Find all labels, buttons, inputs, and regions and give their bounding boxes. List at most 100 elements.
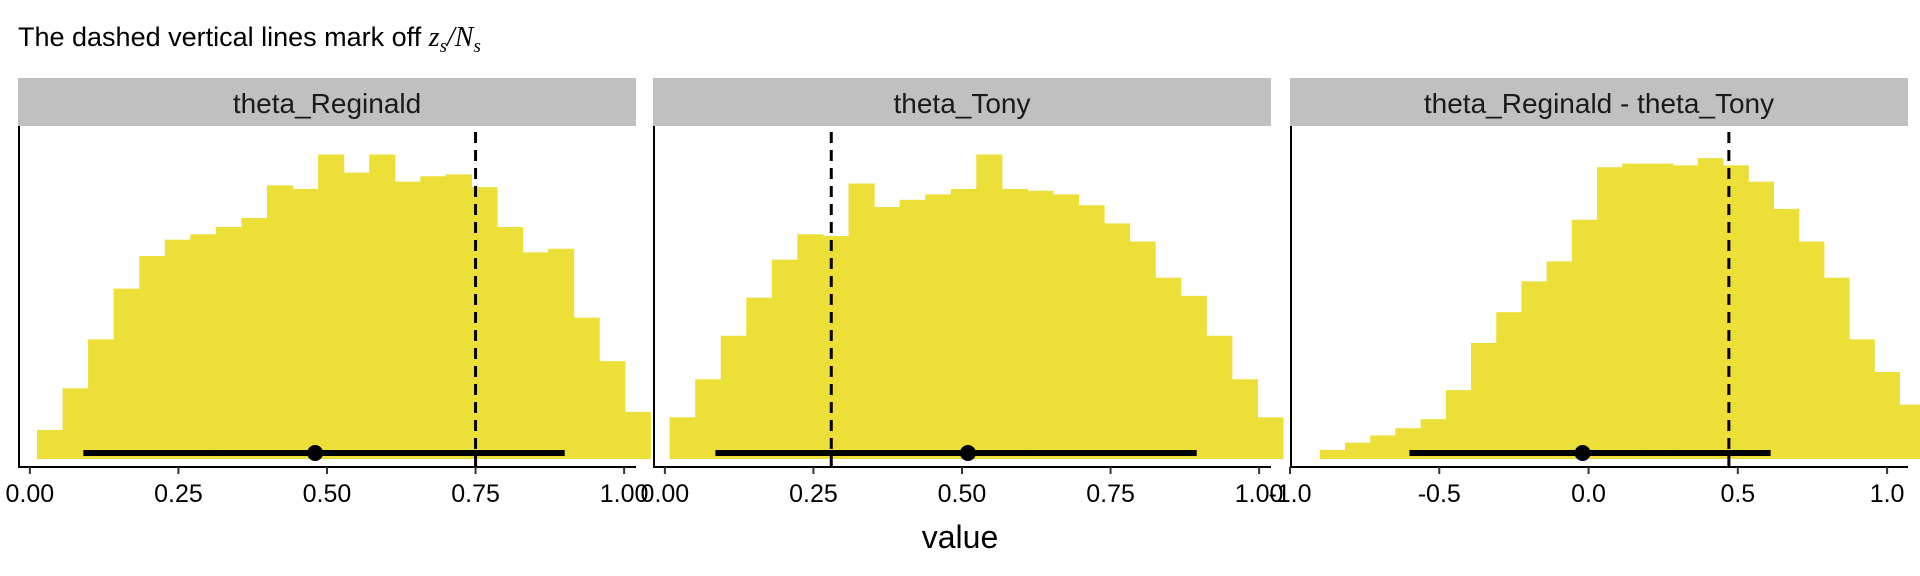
histogram-bar	[1697, 158, 1724, 459]
histogram-bar	[1571, 219, 1598, 459]
title-prefix: The dashed vertical lines mark off	[18, 22, 429, 52]
histogram-bar	[1104, 223, 1131, 459]
histogram-bar	[164, 239, 191, 459]
histogram-bar	[771, 259, 798, 459]
histogram-bar	[599, 361, 626, 459]
histogram-bar	[62, 388, 89, 459]
histogram-bar	[1078, 205, 1105, 459]
histogram-bar	[113, 288, 140, 459]
histogram-bar	[1521, 281, 1548, 459]
histogram-bar	[848, 183, 875, 459]
histogram-bar	[548, 248, 575, 459]
x-tick-label: 1.00	[600, 480, 649, 508]
x-tick-label: 0.25	[789, 480, 838, 508]
x-tick-label: -0.5	[1418, 480, 1461, 508]
title-math-s2: s	[473, 36, 480, 57]
histogram-bar	[1798, 241, 1825, 459]
histogram-bar	[720, 335, 747, 459]
point-estimate	[307, 445, 324, 461]
histogram-bar	[343, 172, 370, 459]
histogram-bar	[1672, 165, 1699, 459]
x-tick-label: 1.0	[1870, 480, 1905, 508]
strip-background	[653, 78, 1271, 126]
histogram-bar	[976, 154, 1003, 459]
x-tick-label: 0.50	[303, 480, 352, 508]
x-tick-label: -1.0	[1268, 480, 1311, 508]
histogram-bar	[1231, 379, 1258, 459]
strip-background	[18, 78, 636, 126]
x-tick-label: 0.75	[451, 480, 500, 508]
point-estimate	[959, 445, 976, 461]
histogram-bar	[1748, 181, 1775, 459]
histogram-bar	[925, 194, 952, 459]
histogram-bar	[573, 317, 600, 459]
histogram-bar	[1052, 194, 1080, 459]
histogram-bar	[1445, 390, 1472, 459]
histogram-bar	[292, 188, 319, 459]
histogram-bar	[1180, 295, 1207, 459]
panel-2: theta_Tony 0.00 0.25 0.50 0.75 1.00	[641, 78, 1284, 508]
x-tick-label: 0.5	[1720, 480, 1755, 508]
histogram-bar	[1257, 417, 1284, 459]
histogram-bar	[1129, 241, 1156, 459]
histogram-bar	[669, 417, 696, 459]
strip-label: theta_Reginald	[233, 88, 421, 119]
x-tick-label: 0.00	[6, 480, 55, 508]
histogram-bar	[797, 234, 824, 459]
strip-label: theta_Tony	[894, 88, 1031, 119]
strip-background	[1290, 78, 1908, 126]
histogram-bar	[241, 217, 268, 459]
histogram-bar	[445, 174, 472, 459]
title-math-slash: /	[445, 22, 457, 53]
title-math-s1: s	[440, 36, 447, 57]
histogram-bar	[394, 181, 421, 459]
panel-3: theta_Reginald - theta_Tony -1.0 -0.5 0.0 0.…	[1268, 78, 1920, 508]
histogram-bar	[624, 411, 651, 459]
histogram-bar	[874, 207, 901, 459]
histogram-bar	[1773, 208, 1800, 459]
histogram-bar	[1496, 312, 1523, 459]
panel-1: theta_Reginald 0.00 0.25 0.50 0.75 1.00	[6, 78, 651, 508]
histogram-bar	[139, 256, 166, 459]
histogram-bar	[1155, 277, 1182, 459]
histogram-bar	[496, 227, 524, 459]
histogram-bar	[1345, 442, 1371, 459]
histogram-bar	[1206, 335, 1233, 459]
title-math-n: N	[454, 22, 475, 53]
title-math-z: z	[428, 22, 440, 53]
histogram-bar	[1370, 435, 1397, 459]
histogram-bar	[695, 379, 722, 459]
histogram-bar	[420, 176, 447, 459]
x-tick-label: 0.0	[1571, 480, 1606, 508]
histogram-bar	[822, 236, 850, 459]
histogram-bar	[1622, 163, 1649, 459]
x-axis-title: value	[922, 519, 999, 555]
histogram-bar	[369, 154, 396, 459]
histogram-bar	[899, 199, 926, 459]
x-tick-label: 0.25	[154, 480, 203, 508]
histogram-bar	[190, 234, 217, 459]
histogram-bar	[318, 154, 345, 459]
histogram-bar	[1319, 449, 1346, 459]
histogram-bar	[37, 430, 64, 459]
histogram-bar	[266, 185, 294, 459]
histogram-bar	[88, 339, 115, 459]
histogram-bar	[522, 252, 549, 459]
histogram-bar	[1597, 167, 1623, 459]
histogram-bar	[1723, 165, 1749, 459]
histogram-bar	[215, 227, 243, 459]
point-estimate	[1574, 445, 1591, 461]
x-tick-label: 0.00	[641, 480, 690, 508]
histogram-bar	[746, 297, 773, 459]
strip-label: theta_Reginald - theta_Tony	[1424, 88, 1774, 119]
histogram-bar	[1647, 163, 1674, 459]
histogram-bar	[1546, 261, 1573, 459]
x-tick-label: 1.00	[1235, 480, 1284, 508]
x-tick-label: 0.50	[938, 480, 987, 508]
histogram-bar	[1874, 372, 1901, 459]
histogram-bar	[1027, 190, 1054, 459]
histogram-bar	[1849, 339, 1875, 459]
